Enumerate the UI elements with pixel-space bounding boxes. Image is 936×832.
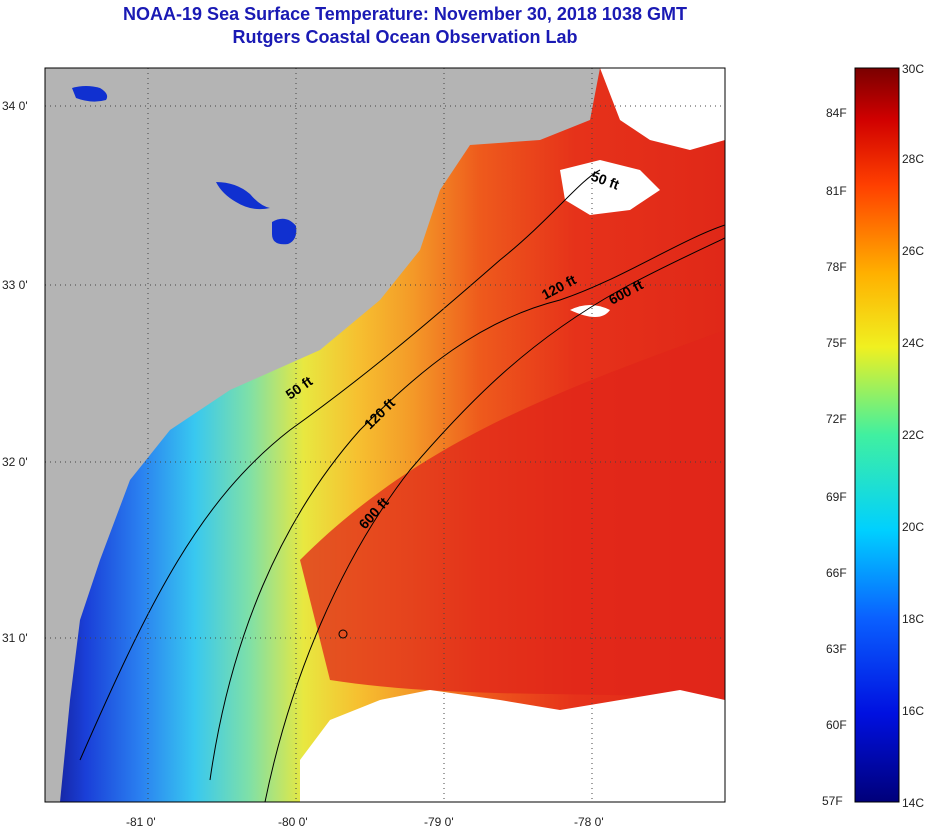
colorbar-c-14: 14C xyxy=(902,796,925,810)
map-title: NOAA-19 Sea Surface Temperature: Novembe… xyxy=(123,4,687,24)
contour-50ft xyxy=(79,169,601,761)
lat-label-31: 31 0' xyxy=(2,631,28,645)
colorbar-f-63: 63F xyxy=(826,642,847,656)
colorbar-f-57: 57F xyxy=(822,794,843,808)
lon-label-79: -79 0' xyxy=(424,815,454,829)
colorbar-c-20: 20C xyxy=(902,520,925,534)
colorbar-c-18: 18C xyxy=(902,612,925,626)
colorbar-f-81: 81F xyxy=(826,184,847,198)
buoy-marker xyxy=(338,629,348,639)
temperature-colorbar xyxy=(854,67,900,803)
lake-moultrie xyxy=(216,182,270,210)
colorbar-f-66: 66F xyxy=(826,566,847,580)
lat-label-34: 34 0' xyxy=(2,99,28,113)
colorbar-c-30: 30C xyxy=(902,62,925,76)
map-subtitle: Rutgers Coastal Ocean Observation Lab xyxy=(232,27,578,47)
colorbar-f-75: 75F xyxy=(826,336,847,350)
lon-label-80: -80 0' xyxy=(278,815,308,829)
colorbar-c-24: 24C xyxy=(902,336,925,350)
contour-600ft xyxy=(264,237,725,802)
lat-label-32: 32 0' xyxy=(2,455,28,469)
colorbar-f-69: 69F xyxy=(826,490,847,504)
lat-label-33: 33 0' xyxy=(2,278,28,292)
colorbar-c-22: 22C xyxy=(902,428,925,442)
gulf-stream-core xyxy=(300,330,725,700)
lon-label-78: -78 0' xyxy=(574,815,604,829)
colorbar-f-72: 72F xyxy=(826,412,847,426)
contour-120ft xyxy=(209,224,725,781)
colorbar-f-84: 84F xyxy=(826,106,847,120)
land-mass xyxy=(45,68,600,802)
colorbar-c-26: 26C xyxy=(902,244,925,258)
cloud-cover xyxy=(300,68,725,802)
map-frame xyxy=(44,67,726,803)
colorbar-f-78: 78F xyxy=(826,260,847,274)
colorbar-c-16: 16C xyxy=(902,704,925,718)
lon-label-81: -81 0' xyxy=(126,815,156,829)
graticule xyxy=(45,68,725,802)
lake-marion xyxy=(272,218,297,245)
colorbar-c-28: 28C xyxy=(902,152,925,166)
colorbar-f-60: 60F xyxy=(826,718,847,732)
inland-lake xyxy=(72,86,108,102)
